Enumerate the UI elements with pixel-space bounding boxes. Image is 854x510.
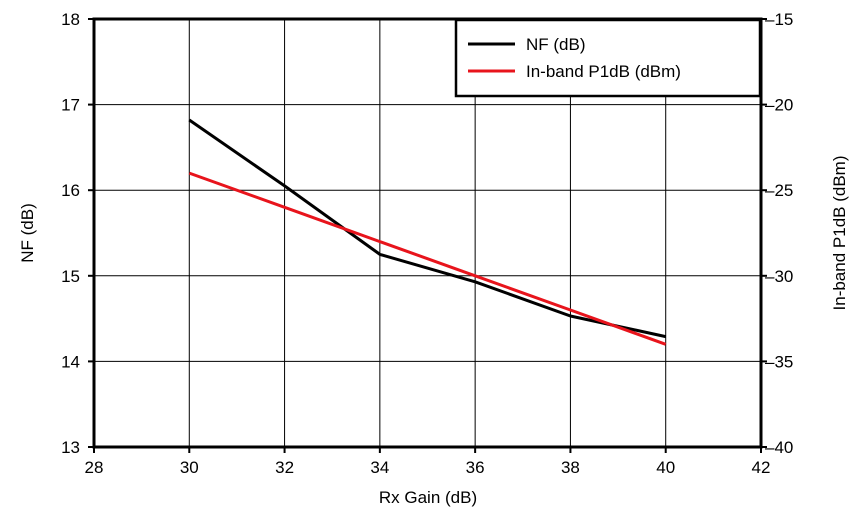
y-tick-label: 15 [61,267,80,286]
y-tick-label: 17 [61,96,80,115]
series-line-p1db [188,171,667,346]
y-tick-label: 14 [61,352,80,371]
plot-frame [92,17,763,449]
legend-box [454,18,762,98]
series-layer [188,118,667,346]
y2-tick-label: –30 [765,267,793,286]
x-tick-label: 28 [85,458,104,477]
y-axis-label: NF (dB) [18,203,37,263]
x-axis-label: Rx Gain (dB) [379,488,477,507]
x-tick-label: 32 [275,458,294,477]
ticks: 28 30 32 34 36 38 40 42 13 14 15 16 17 18 –40 –35 –30 –25… [61,10,793,477]
y2-tick-label: –15 [765,10,793,29]
y2-axis-label: In-band P1dB (dBm) [830,156,849,311]
y-tick-label: 18 [61,10,80,29]
legend: NF (dB) In-band P1dB (dBm) [454,18,762,98]
y2-tick-label: –25 [765,181,793,200]
y2-tick-label: –20 [765,96,793,115]
series-line-nf [188,118,667,339]
y-tick-label: 16 [61,181,80,200]
legend-label-nf: NF (dB) [526,35,586,54]
y2-tick-label: –35 [765,352,793,371]
x-tick-label: 40 [656,458,675,477]
x-tick-label: 36 [466,458,485,477]
legend-label-p1db: In-band P1dB (dBm) [526,62,681,81]
y-tick-label: 13 [61,438,80,457]
x-tick-label: 34 [370,458,389,477]
y2-tick-label: –40 [765,438,793,457]
x-tick-label: 30 [180,458,199,477]
x-tick-label: 42 [752,458,771,477]
x-tick-label: 38 [561,458,580,477]
